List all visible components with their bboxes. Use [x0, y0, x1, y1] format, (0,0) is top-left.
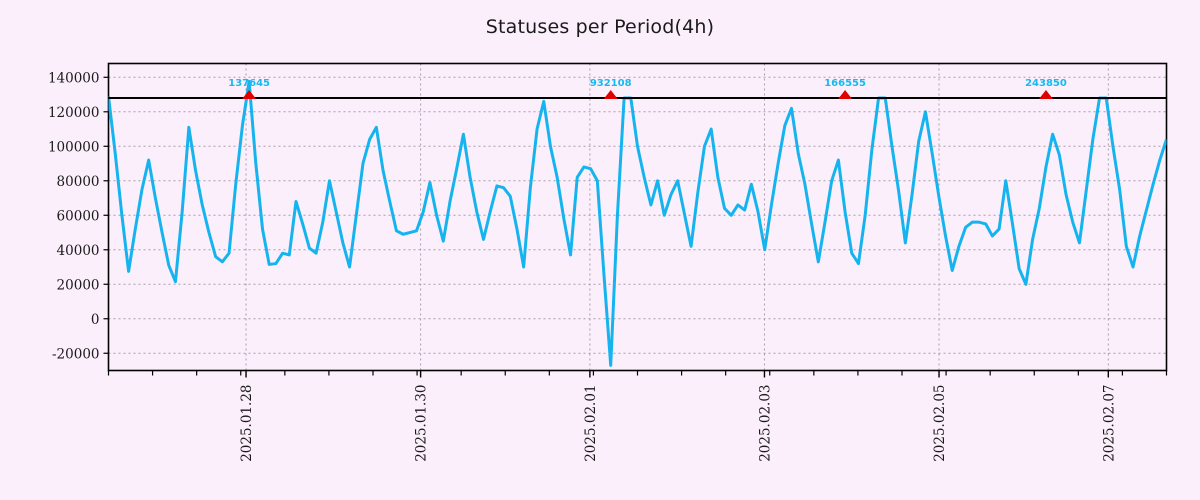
axes-layer	[103, 62, 1168, 378]
y-tick-label: 80000	[57, 174, 100, 190]
peak-annotation-label: 243850	[1025, 78, 1067, 89]
y-tick-label: 100000	[48, 139, 100, 155]
series-line-statuses	[108, 79, 1167, 367]
x-tick-label: 2025.02.07	[1101, 385, 1117, 462]
y-tick-label: 0	[91, 312, 100, 328]
x-axis-tick-labels: 2025.01.28 2025.01.30 2025.02.01 2025.02.03…	[239, 385, 1117, 462]
peak-marker-triangle	[242, 89, 257, 99]
data-series-layer	[108, 79, 1167, 367]
peak-annotation-label: 137645	[228, 78, 270, 89]
x-tick-label: 2025.02.03	[757, 385, 773, 462]
y-tick-label: 60000	[57, 208, 100, 224]
y-axis-tick-labels: 140000 120000 100000 80000 60000 40000 20000 0 -…	[48, 70, 100, 362]
chart-title: Statuses per Period(4h)	[485, 16, 715, 38]
x-tick-label: 2025.02.05	[932, 385, 948, 462]
x-tick-label: 2025.02.01	[583, 385, 599, 462]
peak-marker-triangle	[838, 89, 853, 99]
x-tick-label: 2025.01.30	[414, 385, 430, 462]
peak-annotation-label: 932108	[590, 78, 632, 89]
annotation-layer: 137645 932108 166555 243850	[228, 78, 1067, 99]
y-tick-label: 120000	[48, 105, 100, 121]
peak-marker-triangle	[603, 89, 618, 99]
peak-annotation-label: 166555	[824, 78, 866, 89]
x-tick-label: 2025.01.28	[239, 385, 255, 462]
y-tick-label: -20000	[52, 346, 100, 362]
y-tick-label: 140000	[48, 70, 100, 86]
peak-marker-triangle	[1038, 89, 1053, 99]
y-tick-label: 20000	[57, 277, 100, 293]
grid-layer	[108, 63, 1167, 371]
y-tick-label: 40000	[57, 243, 100, 259]
